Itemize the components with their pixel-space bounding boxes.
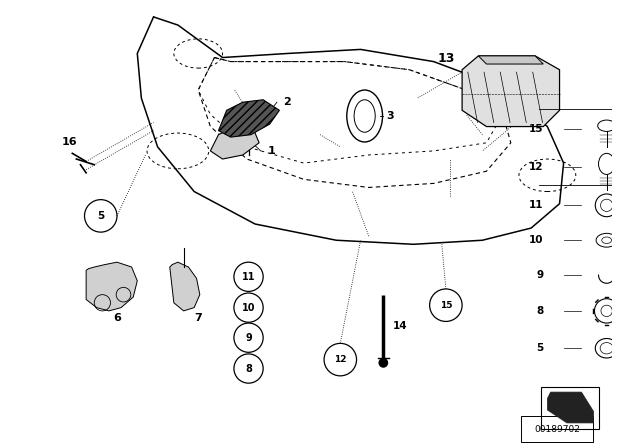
- Polygon shape: [462, 56, 559, 126]
- Text: 15: 15: [440, 301, 452, 310]
- Text: 1: 1: [268, 146, 275, 156]
- Circle shape: [378, 358, 388, 368]
- Text: 8: 8: [536, 306, 543, 316]
- Text: 13: 13: [438, 52, 455, 65]
- Text: 12: 12: [529, 162, 543, 172]
- Text: 3: 3: [387, 111, 394, 121]
- Polygon shape: [478, 56, 543, 64]
- Text: 8: 8: [245, 363, 252, 374]
- Text: 6: 6: [113, 314, 121, 323]
- Polygon shape: [86, 262, 138, 311]
- Polygon shape: [170, 262, 200, 311]
- Text: 5: 5: [536, 343, 543, 353]
- Text: 10: 10: [529, 235, 543, 245]
- Text: 5: 5: [97, 211, 104, 221]
- Text: 10: 10: [242, 303, 255, 313]
- FancyBboxPatch shape: [541, 387, 599, 430]
- Text: 15: 15: [529, 124, 543, 134]
- Text: 12: 12: [334, 355, 346, 364]
- Polygon shape: [218, 100, 280, 137]
- Polygon shape: [211, 126, 259, 159]
- Text: 14: 14: [393, 320, 408, 331]
- Text: 9: 9: [245, 333, 252, 343]
- Text: 11: 11: [529, 200, 543, 210]
- Polygon shape: [547, 392, 594, 423]
- Text: 9: 9: [536, 270, 543, 280]
- Text: 11: 11: [242, 272, 255, 282]
- Text: 7: 7: [194, 314, 202, 323]
- Text: 16: 16: [62, 137, 77, 147]
- Text: 00189702: 00189702: [534, 425, 580, 434]
- Text: 2: 2: [284, 97, 291, 107]
